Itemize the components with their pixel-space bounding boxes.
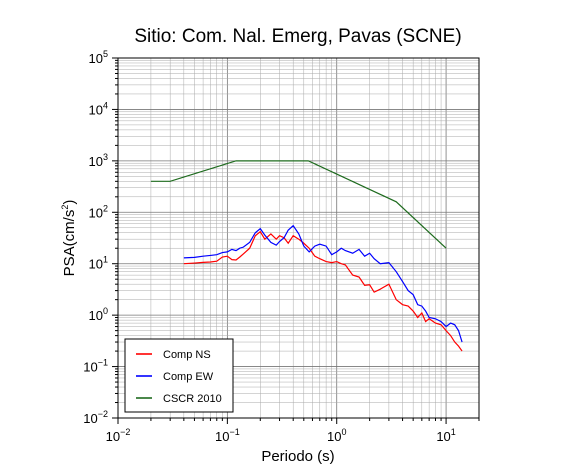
- y-tick-label: 100: [89, 306, 108, 323]
- x-axis-label: Periodo (s): [261, 448, 334, 465]
- y-tick-label: 103: [89, 152, 108, 169]
- series-line-2: [150, 160, 447, 249]
- plot-lines: [150, 160, 463, 352]
- legend-box: [124, 338, 234, 413]
- x-tick-label: 10−2: [106, 427, 131, 444]
- legend-label-2: CSCR 2010: [163, 393, 222, 405]
- plot-frame: [117, 57, 480, 419]
- y-tick-label: 101: [89, 255, 108, 272]
- y-axis-label: PSA(cm/s2): [60, 200, 78, 277]
- legend-label-1: Comp EW: [163, 371, 214, 383]
- chart-title: Sitio: Com. Nal. Emerg, Pavas (SCNE): [134, 26, 461, 47]
- x-tick-label: 10−1: [215, 427, 240, 444]
- y-tick-label: 10−2: [83, 409, 108, 426]
- y-tick-label: 105: [89, 49, 108, 66]
- series-line-0: [183, 230, 463, 352]
- axis-ticks: 10−2 10−1 100 101 10−2 10−1 100 101 102 103 104 105: [83, 49, 480, 444]
- y-tick-label: 104: [89, 100, 108, 117]
- legend-label-0: Comp NS: [163, 349, 211, 361]
- x-tick-label: 100: [327, 427, 346, 444]
- x-tick-label: 101: [436, 427, 455, 444]
- legend: Comp NS Comp EW CSCR 2010: [124, 338, 234, 413]
- y-tick-label: 102: [89, 203, 108, 220]
- series-line-1: [183, 224, 463, 343]
- y-tick-label: 10−1: [83, 358, 108, 375]
